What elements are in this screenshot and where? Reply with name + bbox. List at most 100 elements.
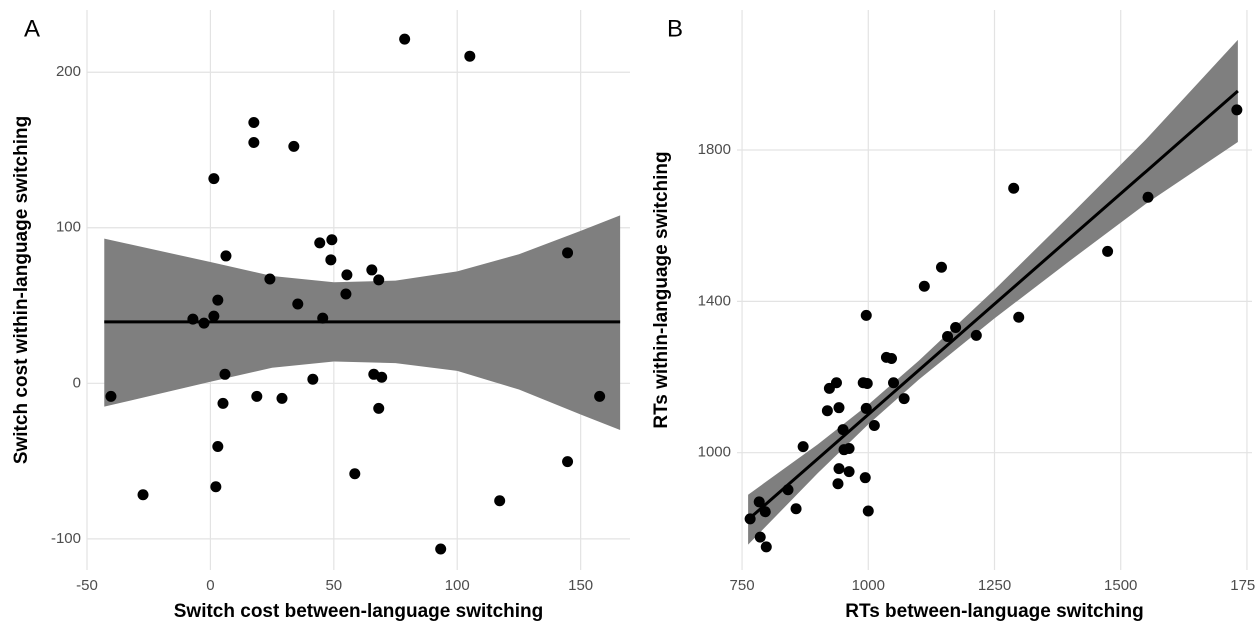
data-point [251, 390, 263, 402]
data-point [464, 50, 476, 62]
x-tick-label: -50 [76, 577, 98, 594]
y-tick-label: 200 [56, 63, 81, 80]
data-point [341, 269, 353, 281]
data-point [760, 541, 772, 553]
data-point [212, 294, 224, 306]
data-point [753, 496, 765, 508]
x-tick-label: 1000 [852, 577, 885, 594]
data-point [833, 463, 845, 475]
y-tick-label: 1400 [698, 292, 731, 309]
data-point [886, 352, 897, 364]
data-point [950, 321, 962, 333]
data-point [862, 505, 874, 517]
data-point [843, 466, 855, 478]
data-point [314, 237, 326, 249]
data-point [860, 309, 872, 321]
data-point [376, 371, 388, 383]
data-point [326, 234, 338, 246]
data-point [137, 489, 149, 501]
data-point [198, 317, 210, 329]
data-point [833, 402, 845, 414]
data-point [843, 443, 855, 455]
data-point [821, 405, 833, 417]
data-point [349, 468, 361, 480]
panel-tag: A [24, 15, 40, 42]
data-point [276, 392, 288, 404]
confidence-band [748, 39, 1238, 545]
fit-line [747, 89, 1239, 521]
data-point [861, 377, 873, 389]
y-tick-label: 0 [73, 374, 81, 391]
data-point [208, 173, 220, 185]
data-point [248, 137, 260, 149]
data-point [562, 456, 574, 468]
data-point [373, 402, 385, 414]
data-point [830, 377, 842, 389]
panel-tag: B [667, 15, 683, 42]
x-tick-label: 1500 [1104, 577, 1137, 594]
data-point [1102, 245, 1114, 257]
data-point [208, 310, 220, 322]
data-point [187, 313, 199, 325]
x-tick-label: 100 [445, 577, 470, 594]
data-point [210, 481, 222, 493]
data-point [868, 419, 880, 431]
data-point [782, 484, 794, 496]
data-point [217, 397, 229, 409]
data-point [832, 478, 844, 490]
data-point [942, 331, 954, 343]
data-point [1013, 311, 1025, 323]
x-axis-title: Switch cost between-language switching [174, 601, 544, 622]
data-point [898, 393, 910, 405]
data-point [860, 402, 872, 414]
panel: -50 0 50 100 150 -100 0 100 200 A Switch cost betw… [11, 10, 630, 622]
y-tick-label: 100 [56, 219, 81, 236]
data-point [888, 377, 900, 389]
data-point [105, 390, 117, 402]
data-point [935, 261, 947, 273]
data-point [837, 424, 849, 436]
x-tick-label: 50 [325, 577, 342, 594]
data-point [219, 368, 231, 380]
data-point [797, 441, 809, 453]
data-point [435, 543, 447, 555]
data-point [754, 531, 766, 543]
x-tick-label: 1750 [1230, 577, 1255, 594]
panel: 750 1000 1250 1500 1750 1000 1400 1800 B RTs betw… [651, 10, 1255, 622]
y-tick-label: 1800 [698, 141, 731, 158]
data-point [220, 250, 232, 262]
data-point [744, 513, 756, 525]
x-tick-label: 1250 [978, 577, 1011, 594]
data-point [340, 288, 352, 300]
data-point [307, 373, 319, 385]
data-point [373, 274, 385, 286]
data-point [790, 503, 802, 515]
y-tick-label: 1000 [698, 444, 731, 461]
data-point [325, 254, 337, 266]
data-point [1142, 191, 1154, 203]
x-tick-label: 0 [206, 577, 214, 594]
data-point [317, 312, 329, 324]
data-point [248, 116, 260, 128]
data-point [494, 495, 506, 507]
data-point [1231, 104, 1243, 116]
data-point [918, 280, 930, 292]
y-tick-label: -100 [51, 530, 81, 547]
data-point [970, 329, 982, 341]
data-point [1008, 182, 1020, 194]
data-point [212, 440, 224, 452]
x-tick-label: 150 [568, 577, 593, 594]
data-point [759, 506, 771, 518]
data-point [292, 298, 304, 310]
data-point [264, 273, 276, 285]
y-axis-title: RTs within-language switching [651, 151, 672, 428]
data-point [366, 264, 378, 276]
data-point [562, 247, 574, 259]
y-axis-title: Switch cost within-language switching [11, 116, 32, 464]
x-axis-title: RTs between-language switching [845, 601, 1143, 622]
data-point [288, 140, 300, 152]
data-point [859, 472, 871, 484]
data-point [594, 390, 606, 402]
x-tick-label: 750 [730, 577, 755, 594]
